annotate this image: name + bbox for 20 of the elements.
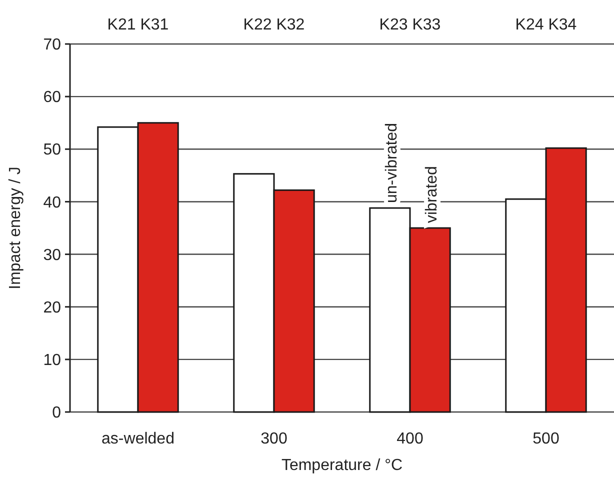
y-tick-label: 10 bbox=[43, 352, 62, 370]
y-tick-label: 60 bbox=[43, 89, 62, 106]
x-axis-title: Temperature / °C bbox=[281, 457, 403, 474]
y-tick-label: 0 bbox=[52, 404, 62, 422]
y-axis-title: Impact energy / J bbox=[7, 166, 24, 290]
y-tick-label: 20 bbox=[43, 299, 62, 316]
x-tick-label: 300 bbox=[260, 430, 288, 448]
text: vibrated bbox=[424, 166, 441, 223]
y-tick-label: 70 bbox=[43, 36, 62, 54]
y-tick-label: 40 bbox=[43, 194, 62, 212]
x-tick-label: 500 bbox=[532, 430, 560, 448]
y-tick-label: 50 bbox=[43, 142, 62, 159]
x-tick-label: as-welded bbox=[102, 430, 174, 448]
text: K24 K34 bbox=[515, 16, 577, 34]
text: un-vibrated bbox=[384, 122, 401, 204]
text: K23 K33 bbox=[379, 16, 441, 34]
y-tick-label: 30 bbox=[43, 246, 62, 264]
x-tick-label: 400 bbox=[396, 430, 424, 448]
text: K21 K31 bbox=[107, 16, 169, 34]
text: K22 K32 bbox=[243, 16, 305, 34]
